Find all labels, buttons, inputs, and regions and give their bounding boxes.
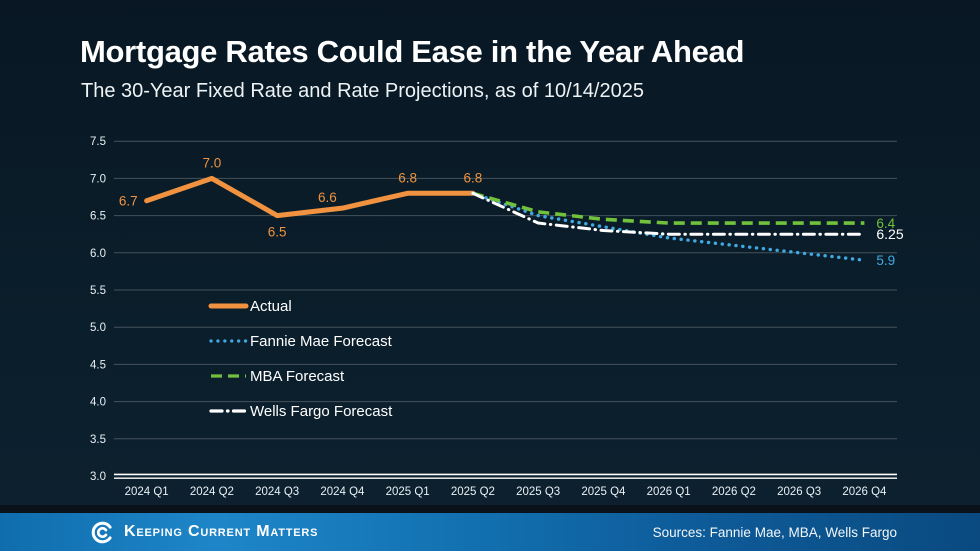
y-axis-tick-label: 4.5 xyxy=(90,359,106,371)
legend-item-wells-fargo-forecast: Wells Fargo Forecast xyxy=(209,403,393,420)
x-axis-tick-label: 2025 Q4 xyxy=(581,486,626,498)
x-axis-tick-label: 2024 Q4 xyxy=(320,486,365,498)
point-label-actual-0: 6.7 xyxy=(119,194,138,209)
y-axis-tick-label: 5.5 xyxy=(90,285,106,297)
y-axis-tick-label: 6.5 xyxy=(90,211,106,223)
y-axis-tick-label: 7.0 xyxy=(90,173,106,185)
x-axis-tick-label: 2026 Q1 xyxy=(647,486,691,498)
footer-divider xyxy=(0,505,980,513)
y-axis-tick-label: 7.5 xyxy=(90,136,106,148)
legend-item-actual: Actual xyxy=(208,298,292,315)
x-axis-tick-label: 2025 Q2 xyxy=(451,486,495,498)
sources-text: Sources: Fannie Mae, MBA, Wells Fargo xyxy=(652,524,897,540)
x-axis-tick-label: 2025 Q1 xyxy=(386,486,430,498)
x-axis-tick-label: 2025 Q3 xyxy=(516,486,560,498)
footer-bar: Keeping Current Matters Sources: Fannie … xyxy=(0,513,980,551)
x-axis-tick-label: 2024 Q3 xyxy=(255,486,299,498)
page-subtitle: The 30-Year Fixed Rate and Rate Projecti… xyxy=(81,80,644,102)
y-axis-tick-label: 3.0 xyxy=(90,471,106,483)
y-axis-tick-label: 5.0 xyxy=(90,322,106,334)
brand-name: Keeping Current Matters xyxy=(124,523,319,540)
legend-item-fannie-mae-forecast: Fannie Mae Forecast xyxy=(209,333,393,350)
mortgage-rates-line-chart: 3.0 3.5 4.0 4.5 5.0 5.5 6.0 6.5 7.0 7.5 2024 Q1 202… xyxy=(90,136,904,498)
x-axis-tick-label: 2026 Q3 xyxy=(777,486,821,498)
y-axis-tick-label: 4.0 xyxy=(90,397,106,409)
end-label-mba-forecast: 6.4 xyxy=(876,216,895,231)
x-axis-tick-label: 2026 Q2 xyxy=(712,486,756,498)
y-axis-tick-label: 6.0 xyxy=(90,248,106,260)
series-line-mba-forecast xyxy=(472,191,865,225)
series-line-fannie-mae-forecast xyxy=(471,191,867,262)
point-label-actual-5: 6.8 xyxy=(463,170,482,185)
point-label-actual-4: 6.8 xyxy=(398,170,417,185)
legend-label-wells-fargo-forecast: Wells Fargo Forecast xyxy=(250,403,393,420)
x-axis-tick-label: 2024 Q1 xyxy=(125,486,169,498)
brand: Keeping Current Matters xyxy=(89,519,318,546)
kcm-swirl-logo-icon xyxy=(91,521,112,543)
legend-item-mba-forecast: MBA Forecast xyxy=(211,368,345,385)
legend-label-actual: Actual xyxy=(250,298,292,315)
x-axis-tick-label: 2024 Q2 xyxy=(190,486,234,498)
page-title: Mortgage Rates Could Ease in the Year Ah… xyxy=(80,34,745,69)
point-label-actual-1: 7.0 xyxy=(202,155,221,170)
y-axis-tick-label: 3.5 xyxy=(90,434,106,446)
x-axis-tick-label: 2026 Q4 xyxy=(842,486,887,498)
series-line-actual xyxy=(144,175,476,219)
point-label-actual-3: 6.6 xyxy=(318,190,337,205)
series-line-wells-fargo-forecast xyxy=(471,191,866,236)
legend-label-fannie-mae-forecast: Fannie Mae Forecast xyxy=(250,333,393,350)
end-label-wells-fargo-forecast: 6.25 xyxy=(876,226,903,242)
point-label-actual-2: 6.5 xyxy=(268,225,287,240)
end-label-fannie-mae-forecast: 5.9 xyxy=(876,253,895,268)
legend-label-mba-forecast: MBA Forecast xyxy=(250,368,345,385)
